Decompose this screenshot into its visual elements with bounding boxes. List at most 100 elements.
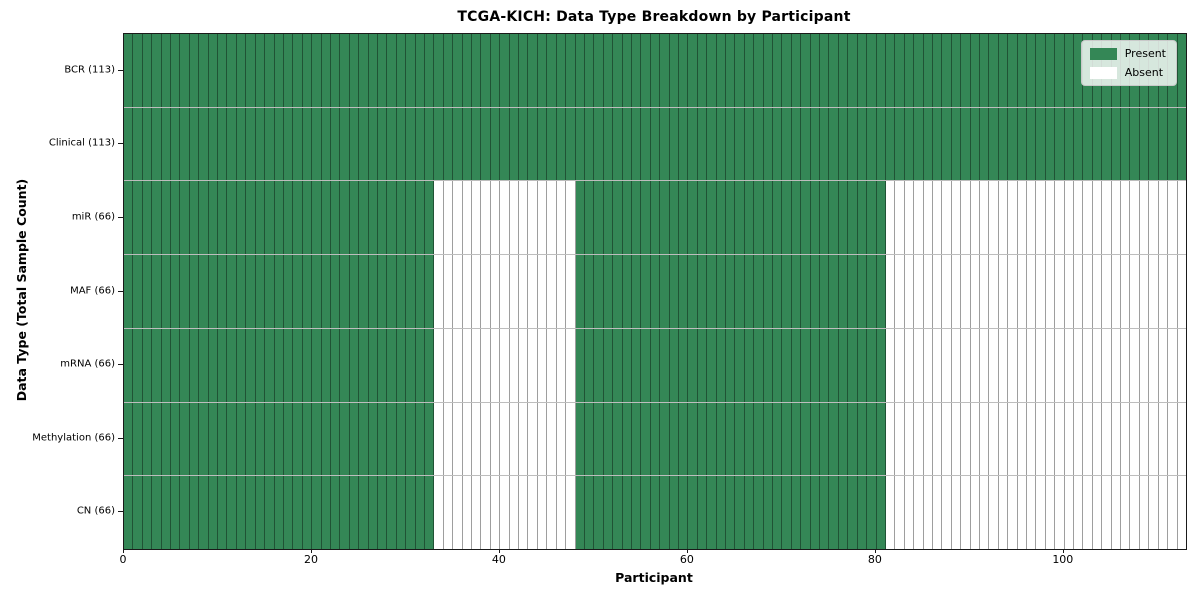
heatmap-cell (923, 402, 933, 476)
heatmap-cell (885, 402, 896, 476)
heatmap-cell (801, 181, 811, 255)
heatmap-cell (142, 402, 153, 476)
heatmap-cell (556, 476, 567, 550)
heatmap-cell (189, 181, 200, 255)
heatmap-cell (519, 402, 529, 476)
heatmap-cell (697, 402, 708, 476)
heatmap-cell (726, 107, 736, 181)
heatmap-cell (189, 107, 200, 181)
heatmap-cell (406, 402, 416, 476)
heatmap-cell (904, 402, 915, 476)
heatmap-cell (678, 107, 689, 181)
x-axis-label: Participant (615, 570, 693, 585)
heatmap-cell (923, 328, 933, 402)
heatmap-cell (189, 255, 200, 328)
heatmap-cell (1177, 255, 1186, 328)
heatmap-cell (415, 255, 425, 328)
heatmap-cell (914, 255, 924, 328)
heatmap-cell (199, 255, 209, 328)
heatmap-cell (763, 34, 774, 107)
heatmap-cell (669, 34, 679, 107)
heatmap-cell (387, 328, 397, 402)
heatmap-cell (1017, 255, 1027, 328)
heatmap-cell (500, 181, 510, 255)
x-tick-label-20: 20 (303, 553, 318, 566)
y-tick-label-miR: miR (66) (71, 211, 115, 223)
heatmap-cell (838, 402, 849, 476)
x-tick-label-0: 0 (119, 553, 127, 566)
heatmap-cell (1027, 255, 1037, 328)
y-tick-label-Methylation: Methylation (66) (32, 432, 115, 444)
heatmap-cell (1008, 328, 1018, 402)
heatmap-cell (265, 328, 275, 402)
heatmap-cell (406, 107, 416, 181)
heatmap-cell (631, 328, 642, 402)
heatmap-cell (387, 255, 397, 328)
heatmap-cell (359, 402, 369, 476)
heatmap-cell (340, 328, 350, 402)
heatmap-cell (744, 107, 755, 181)
heatmap-cell (697, 476, 708, 550)
heatmap-cell (349, 181, 360, 255)
heatmap-cell (773, 255, 783, 328)
heatmap-cell (801, 402, 811, 476)
heatmap-cell (603, 328, 614, 402)
x-tick-mark (1062, 549, 1064, 553)
heatmap-cell (678, 476, 689, 550)
heatmap-cell (227, 107, 237, 181)
heatmap-cell (227, 402, 237, 476)
heatmap-cell (189, 476, 200, 550)
heatmap-cell (979, 476, 990, 550)
heatmap-cell (124, 255, 134, 328)
heatmap-cell (1045, 476, 1056, 550)
heatmap-cell (1064, 328, 1075, 402)
x-tick-mark (310, 549, 312, 553)
heatmap-cell (293, 107, 303, 181)
heatmap-cell (914, 107, 924, 181)
heatmap-cell (255, 181, 266, 255)
heatmap-cell (490, 34, 501, 107)
heatmap-cell (171, 402, 181, 476)
heatmap-cell (979, 255, 990, 328)
heatmap-cell (142, 107, 153, 181)
heatmap-cell (462, 402, 473, 476)
heatmap-cell (773, 34, 783, 107)
heatmap-cell (199, 328, 209, 402)
heatmap-cell (547, 476, 557, 550)
y-tick-mark (118, 437, 123, 439)
heatmap-cell (650, 255, 661, 328)
heatmap-cell (660, 476, 670, 550)
heatmap-cell (923, 107, 933, 181)
heatmap-cell (283, 255, 294, 328)
heatmap-cell (584, 328, 595, 402)
heatmap-cell (434, 107, 444, 181)
heatmap-cell (989, 34, 999, 107)
heatmap-cell (594, 476, 604, 550)
heatmap-cell (979, 181, 990, 255)
heatmap-cell (218, 181, 228, 255)
heatmap-cell (848, 107, 858, 181)
heatmap-cell (914, 181, 924, 255)
heatmap-cell (293, 181, 303, 255)
heatmap-cell (124, 328, 134, 402)
heatmap-cell (923, 476, 933, 550)
heatmap-cell (820, 255, 830, 328)
heatmap-cell (876, 255, 886, 328)
heatmap-cell (1149, 328, 1159, 402)
heatmap-cell (283, 328, 294, 402)
heatmap-cell (1055, 476, 1065, 550)
heatmap-cell (340, 34, 350, 107)
heatmap-cell (462, 476, 473, 550)
heatmap-cell (989, 107, 999, 181)
heatmap-cell (669, 328, 679, 402)
heatmap-cell (528, 181, 538, 255)
heatmap-cell (697, 181, 708, 255)
heatmap-cell (876, 402, 886, 476)
heatmap-cell (265, 255, 275, 328)
heatmap-cell (406, 255, 416, 328)
heatmap-cell (377, 476, 388, 550)
heatmap-cell (537, 34, 548, 107)
heatmap-cell (857, 181, 868, 255)
heatmap-cell (490, 181, 501, 255)
heatmap-cell (537, 255, 548, 328)
